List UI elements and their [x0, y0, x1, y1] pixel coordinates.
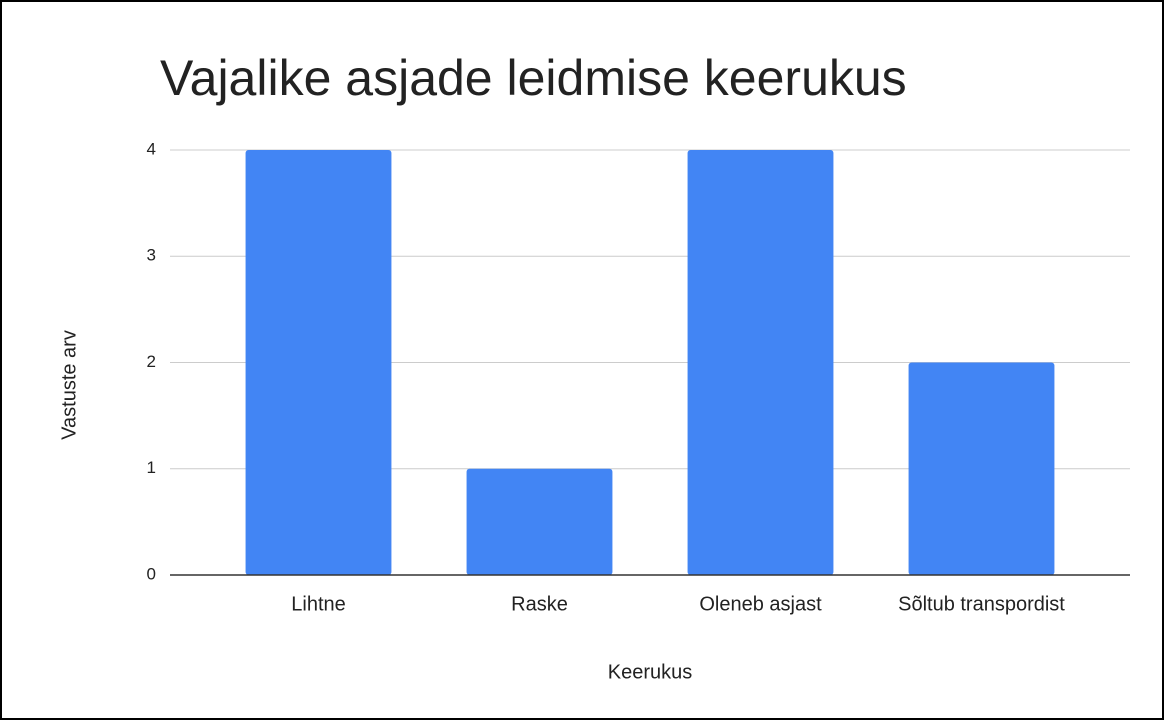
x-axis-label: Keerukus: [608, 661, 693, 683]
bar: [466, 468, 613, 575]
x-tick-label: Sõltub transpordist: [898, 593, 1065, 615]
y-tick-label: 0: [147, 564, 156, 583]
chart-title: Vajalike asjade leidmise keerukus: [160, 50, 907, 106]
x-tick-label: Lihtne: [291, 593, 346, 615]
x-tick-label: Raske: [511, 593, 568, 615]
y-tick-label: 3: [147, 246, 156, 265]
bar: [245, 150, 392, 575]
bar: [687, 150, 834, 575]
y-tick-label: 2: [147, 352, 156, 371]
y-axis-label: Vastuste arv: [58, 330, 80, 440]
y-tick-label: 1: [147, 458, 156, 477]
x-tick-label: Oleneb asjast: [699, 593, 822, 615]
y-tick-label: 4: [147, 139, 156, 158]
bar: [908, 362, 1055, 575]
